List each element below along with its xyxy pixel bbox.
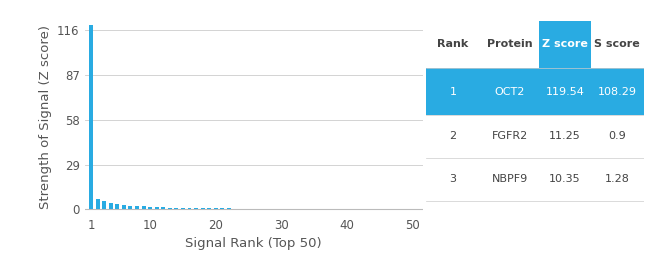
FancyBboxPatch shape bbox=[539, 115, 592, 158]
Text: 10.35: 10.35 bbox=[549, 174, 581, 184]
Text: FGFR2: FGFR2 bbox=[491, 132, 528, 141]
FancyBboxPatch shape bbox=[480, 21, 539, 68]
FancyBboxPatch shape bbox=[480, 158, 539, 201]
Bar bbox=[135, 206, 139, 209]
Bar bbox=[161, 207, 165, 209]
Bar bbox=[181, 208, 185, 209]
FancyBboxPatch shape bbox=[426, 68, 480, 115]
FancyBboxPatch shape bbox=[480, 68, 539, 115]
Bar bbox=[109, 203, 112, 209]
Text: 108.29: 108.29 bbox=[598, 86, 637, 97]
Text: 1: 1 bbox=[449, 86, 456, 97]
FancyBboxPatch shape bbox=[480, 115, 539, 158]
Bar bbox=[96, 199, 99, 209]
Y-axis label: Strength of Signal (Z score): Strength of Signal (Z score) bbox=[38, 26, 51, 209]
Text: OCT2: OCT2 bbox=[495, 86, 525, 97]
X-axis label: Signal Rank (Top 50): Signal Rank (Top 50) bbox=[185, 238, 322, 251]
FancyBboxPatch shape bbox=[426, 158, 480, 201]
FancyBboxPatch shape bbox=[592, 115, 644, 158]
Bar bbox=[188, 208, 192, 209]
Bar bbox=[155, 207, 159, 209]
Bar bbox=[148, 207, 152, 209]
Bar bbox=[129, 205, 133, 209]
Text: Rank: Rank bbox=[437, 39, 469, 49]
FancyBboxPatch shape bbox=[426, 115, 480, 158]
Text: 119.54: 119.54 bbox=[545, 86, 584, 97]
Bar bbox=[102, 201, 106, 209]
Text: 11.25: 11.25 bbox=[549, 132, 581, 141]
FancyBboxPatch shape bbox=[592, 68, 644, 115]
FancyBboxPatch shape bbox=[539, 158, 592, 201]
Text: S score: S score bbox=[595, 39, 640, 49]
Text: 3: 3 bbox=[449, 174, 456, 184]
Bar bbox=[194, 208, 198, 209]
Bar bbox=[115, 204, 120, 209]
Text: 1.28: 1.28 bbox=[605, 174, 630, 184]
Bar bbox=[168, 207, 172, 209]
FancyBboxPatch shape bbox=[592, 158, 644, 201]
Bar bbox=[207, 208, 211, 209]
Bar bbox=[214, 208, 218, 209]
Bar bbox=[220, 208, 224, 209]
Bar bbox=[142, 206, 146, 209]
Text: NBPF9: NBPF9 bbox=[491, 174, 528, 184]
Text: 2: 2 bbox=[449, 132, 456, 141]
Bar bbox=[89, 25, 93, 209]
FancyBboxPatch shape bbox=[592, 21, 644, 68]
Text: Protein: Protein bbox=[487, 39, 532, 49]
Bar bbox=[201, 208, 205, 209]
FancyBboxPatch shape bbox=[539, 21, 592, 68]
Bar bbox=[174, 208, 178, 209]
FancyBboxPatch shape bbox=[426, 21, 480, 68]
FancyBboxPatch shape bbox=[539, 68, 592, 115]
Text: 0.9: 0.9 bbox=[608, 132, 626, 141]
Bar bbox=[122, 205, 126, 209]
Text: Z score: Z score bbox=[542, 39, 588, 49]
